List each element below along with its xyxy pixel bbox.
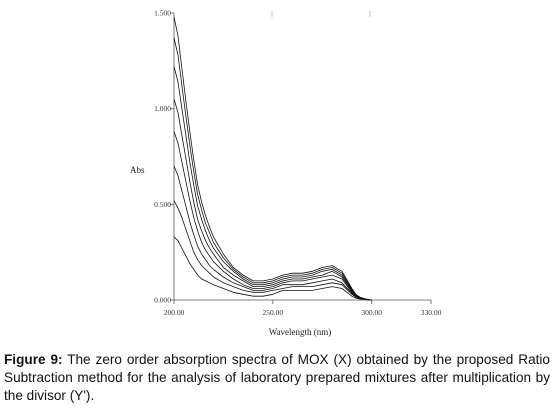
- figure-caption: Figure 9: The zero order absorption spec…: [4, 351, 550, 405]
- x-axis-label: Wavelength (nm): [269, 327, 332, 337]
- series-line: [173, 165, 372, 301]
- x-tick-label: 250.00: [263, 308, 284, 317]
- y-tick-label: 1.500: [154, 9, 171, 18]
- x-ticks: 200.00 250.00 300.00 330.00: [164, 300, 442, 317]
- x-tick-label: 200.00: [164, 308, 185, 317]
- y-tick-label: 0.500: [154, 200, 171, 209]
- series-line: [173, 98, 372, 301]
- series-group: [173, 16, 372, 301]
- x-tick-label: 330.00: [421, 308, 442, 317]
- y-axis-label: Abs: [130, 165, 145, 175]
- series-line: [173, 200, 372, 301]
- caption-label: Figure 9:: [4, 352, 63, 367]
- series-line: [173, 16, 372, 301]
- series-line: [173, 37, 372, 301]
- top-tick-marks: [271, 11, 371, 17]
- spectra-chart: 0.000 0.500 1.000 1.500 200.00 250.00 300.00 3…: [130, 9, 442, 338]
- y-tick-label: 1.000: [154, 104, 171, 113]
- axes-frame: [173, 13, 431, 301]
- series-line: [173, 131, 372, 301]
- caption-text: The zero order absorption spectra of MOX…: [4, 352, 550, 403]
- series-line: [173, 236, 372, 301]
- y-ticks: 0.000 0.500 1.000 1.500: [154, 9, 174, 305]
- series-line: [173, 66, 372, 301]
- y-tick-label: 0.000: [154, 296, 171, 305]
- x-tick-label: 300.00: [361, 308, 382, 317]
